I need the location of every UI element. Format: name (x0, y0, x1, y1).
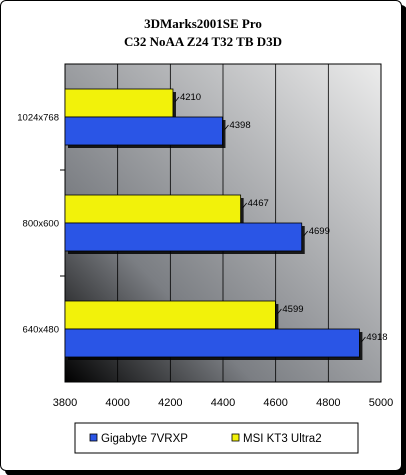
data-labels: 4210 4398 4467 4699 4599 4918 (174, 92, 388, 343)
x-tick-4600: 4600 (263, 397, 287, 409)
legend-box (74, 422, 359, 454)
data-label-gigabyte-7vrxp-640x480: 4918 (366, 332, 387, 343)
bar-gigabyte-7vrxp-640x480 (64, 328, 360, 358)
x-tick-4200: 4200 (158, 397, 182, 409)
bar-msi-kt3-ultra2-1024x768 (64, 88, 174, 118)
bar-gigabyte-7vrxp-800x600 (64, 222, 303, 252)
bar-gigabyte-7vrxp-1024x768 (64, 116, 223, 146)
data-label-gigabyte-7vrxp-800x600: 4699 (309, 226, 330, 237)
x-axis-tick-labels: 3800 4000 4200 4400 4600 4800 5000 (53, 397, 393, 409)
data-label-gigabyte-7vrxp-1024x768: 4398 (229, 120, 250, 131)
label-leader (242, 202, 247, 209)
x-tick-4400: 4400 (211, 397, 235, 409)
category-label-640x480: 640x480 (23, 325, 59, 336)
category-label-800x600: 800x600 (23, 219, 59, 230)
x-tick-3800: 3800 (53, 397, 77, 409)
legend-label-msi-kt3-ultra2: MSI KT3 Ultra2 (243, 433, 322, 445)
y-axis-category-labels: 1024x768 800x600 640x480 (17, 113, 59, 336)
chart-title: 3DMarks2001SE Pro (144, 16, 262, 31)
data-label-msi-kt3-ultra2-800x600: 4467 (248, 198, 269, 209)
x-tick-4800: 4800 (316, 397, 340, 409)
category-label-1024x768: 1024x768 (17, 113, 59, 124)
bar-msi-kt3-ultra2-640x480 (64, 300, 276, 330)
label-leader (277, 308, 282, 315)
bar-msi-kt3-ultra2-800x600 (64, 194, 242, 224)
data-label-msi-kt3-ultra2-640x480: 4599 (282, 304, 303, 315)
label-leader (361, 336, 366, 343)
label-leader (303, 230, 309, 237)
label-leader (174, 96, 180, 103)
legend: Gigabyte 7VRXP MSI KT3 Ultra2 (74, 422, 359, 454)
bars (64, 88, 363, 360)
label-leader (224, 124, 229, 131)
legend-label-gigabyte-7vrxp: Gigabyte 7VRXP (101, 433, 188, 445)
chart-subtitle: C32 NoAA Z24 T32 TB D3D (124, 34, 282, 49)
x-tick-4000: 4000 (105, 397, 129, 409)
x-tick-5000: 5000 (369, 397, 393, 409)
data-label-msi-kt3-ultra2-1024x768: 4210 (180, 92, 201, 103)
legend-swatch-gigabyte-7vrxp (89, 433, 98, 442)
legend-swatch-msi-kt3-ultra2 (231, 433, 240, 442)
